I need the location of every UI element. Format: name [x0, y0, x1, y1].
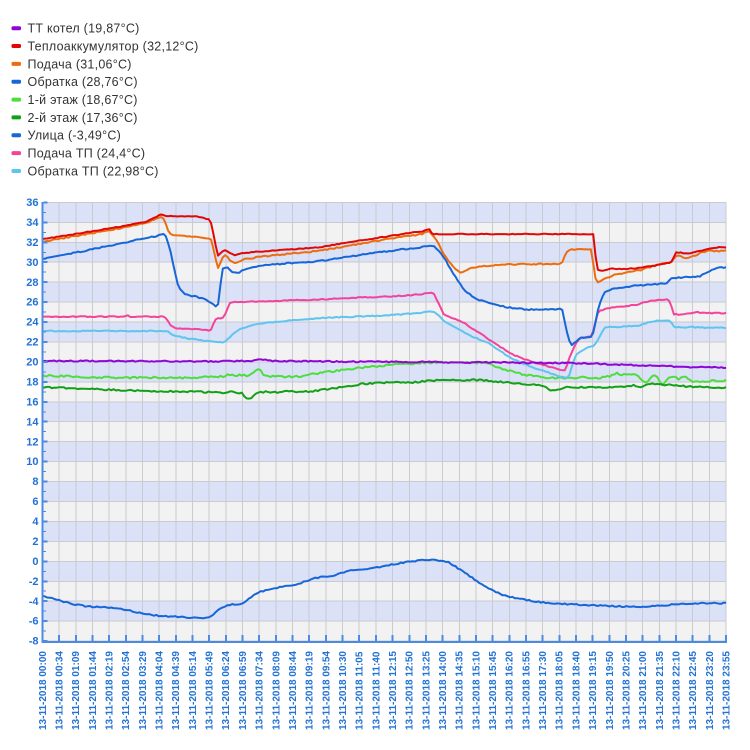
svg-text:28: 28 — [26, 277, 38, 289]
svg-text:Теплоаккумулятор (32,12°C): Теплоаккумулятор (32,12°C) — [28, 39, 199, 53]
svg-text:2-й этаж (17,36°C): 2-й этаж (17,36°C) — [28, 111, 138, 125]
svg-text:13-11-2018 09:19: 13-11-2018 09:19 — [305, 651, 316, 730]
svg-text:13-11-2018 17:30: 13-11-2018 17:30 — [538, 651, 549, 730]
svg-text:ТТ котел (19,87°C): ТТ котел (19,87°C) — [28, 22, 140, 36]
svg-text:16: 16 — [26, 396, 38, 408]
svg-text:6: 6 — [32, 496, 38, 508]
svg-text:13-11-2018 00:34: 13-11-2018 00:34 — [55, 651, 66, 730]
svg-text:Подача ТП (24,4°C): Подача ТП (24,4°C) — [28, 147, 146, 161]
svg-text:13-11-2018 09:54: 13-11-2018 09:54 — [321, 651, 332, 730]
svg-text:13-11-2018 22:45: 13-11-2018 22:45 — [688, 651, 699, 730]
svg-text:13-11-2018 18:05: 13-11-2018 18:05 — [555, 651, 566, 730]
svg-text:20: 20 — [26, 357, 38, 369]
svg-text:-2: -2 — [29, 576, 39, 588]
svg-text:-4: -4 — [29, 596, 40, 608]
svg-text:13-11-2018 07:34: 13-11-2018 07:34 — [255, 651, 266, 730]
svg-text:13-11-2018 00:00: 13-11-2018 00:00 — [38, 651, 49, 730]
svg-text:13-11-2018 01:44: 13-11-2018 01:44 — [88, 651, 99, 730]
svg-text:13-11-2018 22:10: 13-11-2018 22:10 — [672, 651, 683, 730]
svg-text:13-11-2018 11:40: 13-11-2018 11:40 — [371, 651, 382, 730]
svg-text:Улица (-3,49°C): Улица (-3,49°C) — [28, 129, 122, 143]
svg-text:13-11-2018 21:00: 13-11-2018 21:00 — [638, 651, 649, 730]
svg-text:13-11-2018 12:15: 13-11-2018 12:15 — [388, 651, 399, 730]
svg-text:13-11-2018 10:30: 13-11-2018 10:30 — [338, 651, 349, 730]
svg-text:13-11-2018 12:50: 13-11-2018 12:50 — [405, 651, 416, 730]
svg-text:13-11-2018 05:49: 13-11-2018 05:49 — [205, 651, 216, 730]
svg-text:36: 36 — [26, 197, 38, 209]
svg-text:2: 2 — [32, 536, 38, 548]
svg-text:-8: -8 — [29, 636, 39, 648]
svg-text:Обратка ТП (22,98°C): Обратка ТП (22,98°C) — [28, 164, 159, 178]
svg-text:13-11-2018 20:25: 13-11-2018 20:25 — [621, 651, 632, 730]
svg-text:13-11-2018 02:54: 13-11-2018 02:54 — [121, 651, 132, 730]
svg-text:13-11-2018 23:55: 13-11-2018 23:55 — [722, 651, 733, 730]
svg-text:Обратка (28,76°C): Обратка (28,76°C) — [28, 75, 138, 89]
svg-text:10: 10 — [26, 456, 38, 468]
svg-text:13-11-2018 16:55: 13-11-2018 16:55 — [521, 651, 532, 730]
svg-text:30: 30 — [26, 257, 38, 269]
svg-text:24: 24 — [26, 317, 39, 329]
svg-text:13-11-2018 15:45: 13-11-2018 15:45 — [488, 651, 499, 730]
svg-text:18: 18 — [26, 377, 38, 389]
svg-text:34: 34 — [26, 217, 39, 229]
svg-text:22: 22 — [26, 337, 38, 349]
svg-text:13-11-2018 04:39: 13-11-2018 04:39 — [171, 651, 182, 730]
svg-text:Подача (31,06°C): Подача (31,06°C) — [28, 57, 132, 71]
svg-text:13-11-2018 08:44: 13-11-2018 08:44 — [288, 651, 299, 730]
svg-text:13-11-2018 16:20: 13-11-2018 16:20 — [505, 651, 516, 730]
svg-text:13-11-2018 03:29: 13-11-2018 03:29 — [138, 651, 149, 730]
svg-text:13-11-2018 19:50: 13-11-2018 19:50 — [605, 651, 616, 730]
svg-text:13-11-2018 05:14: 13-11-2018 05:14 — [188, 651, 199, 730]
svg-text:13-11-2018 13:25: 13-11-2018 13:25 — [421, 651, 432, 730]
svg-text:8: 8 — [32, 476, 38, 488]
svg-text:13-11-2018 19:15: 13-11-2018 19:15 — [588, 651, 599, 730]
svg-text:13-11-2018 21:35: 13-11-2018 21:35 — [655, 651, 666, 730]
svg-text:13-11-2018 02:19: 13-11-2018 02:19 — [105, 651, 116, 730]
svg-text:13-11-2018 06:24: 13-11-2018 06:24 — [221, 651, 232, 730]
svg-text:13-11-2018 15:10: 13-11-2018 15:10 — [471, 651, 482, 730]
svg-text:0: 0 — [32, 556, 38, 568]
svg-text:14: 14 — [26, 416, 39, 428]
svg-text:13-11-2018 23:20: 13-11-2018 23:20 — [705, 651, 716, 730]
svg-text:13-11-2018 14:35: 13-11-2018 14:35 — [455, 651, 466, 730]
svg-text:26: 26 — [26, 297, 38, 309]
svg-text:32: 32 — [26, 237, 38, 249]
svg-text:13-11-2018 14:00: 13-11-2018 14:00 — [438, 651, 449, 730]
svg-text:13-11-2018 04:04: 13-11-2018 04:04 — [155, 651, 166, 730]
svg-text:13-11-2018 08:09: 13-11-2018 08:09 — [271, 651, 282, 730]
svg-text:1-й этаж (18,67°C): 1-й этаж (18,67°C) — [28, 93, 138, 107]
svg-text:13-11-2018 11:05: 13-11-2018 11:05 — [355, 651, 366, 730]
svg-text:4: 4 — [32, 516, 39, 528]
svg-text:-6: -6 — [29, 616, 39, 628]
svg-text:12: 12 — [26, 436, 38, 448]
svg-text:13-11-2018 18:40: 13-11-2018 18:40 — [571, 651, 582, 730]
svg-text:13-11-2018 01:09: 13-11-2018 01:09 — [71, 651, 82, 730]
svg-text:13-11-2018 06:59: 13-11-2018 06:59 — [238, 651, 249, 730]
